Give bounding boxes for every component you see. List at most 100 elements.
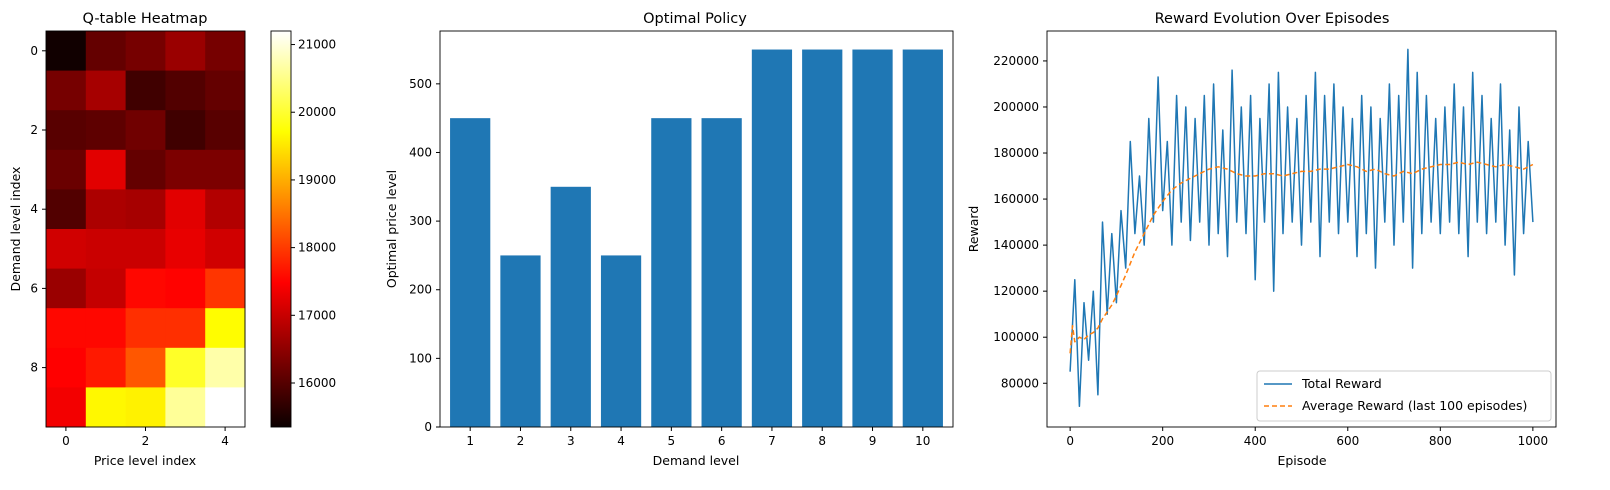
bar-panel: Optimal Policy 1 2 3 4 5 6 7 8 9 10 0 100 200 300 400…: [384, 11, 954, 468]
heatmap-y-tick-label: 2: [30, 123, 38, 137]
heatmap-cell-8-2: [125, 347, 166, 388]
colorbar-tick-label: 16000: [298, 376, 336, 390]
bar-2: [500, 255, 541, 427]
legend-label-average: Average Reward (last 100 episodes): [1302, 398, 1527, 413]
bar-x-axis-label: Demand level: [653, 453, 740, 468]
line-title: Reward Evolution Over Episodes: [1155, 11, 1390, 27]
heatmap-cell-0-2: [125, 31, 166, 72]
line-y-tick-label: 220000: [993, 54, 1039, 68]
bar-x-tick-label: 3: [567, 434, 575, 448]
bar-axes-frame: [439, 30, 954, 428]
heatmap-cell-0-4: [205, 31, 246, 72]
bar-3: [550, 186, 591, 427]
line-y-axis-label: Reward: [966, 206, 981, 253]
heatmap-cell-5-1: [85, 229, 127, 270]
heatmap-cell-4-0: [46, 189, 87, 230]
bar-x-tick-label: 2: [517, 434, 525, 448]
line-x-tick-label: 800: [1429, 434, 1452, 448]
heatmap-cell-1-4: [205, 70, 246, 111]
heatmap-cell-9-4: [205, 387, 246, 428]
line-x-tick-label: 200: [1151, 434, 1174, 448]
colorbar-tick-label: 19000: [298, 173, 336, 187]
line-x-axis-label: Episode: [1277, 453, 1326, 468]
heatmap-cell-4-1: [85, 189, 127, 230]
heatmap-cell-6-3: [165, 268, 206, 309]
line-series-group: [1069, 48, 1534, 408]
line-axes-frame: [1046, 30, 1557, 428]
heatmap-cell-1-0: [46, 70, 87, 111]
bar-y-axis-label: Optimal price level: [384, 170, 399, 288]
heatmap-cell-8-4: [205, 347, 246, 388]
heatmap-y-tick-label: 4: [30, 202, 38, 216]
bar-7: [751, 49, 793, 427]
heatmap-cell-5-0: [46, 229, 87, 270]
heatmap-cell-1-2: [125, 70, 166, 111]
bar-x-tick-label: 8: [818, 434, 826, 448]
line-y-tick-label: 140000: [993, 238, 1039, 252]
heatmap-cell-7-4: [205, 308, 246, 349]
heatmap-x-ticks: 0 2 4: [62, 427, 229, 448]
heatmap-cell-7-2: [125, 308, 166, 349]
heatmap-y-tick-label: 0: [30, 44, 38, 58]
heatmap-cell-4-2: [125, 189, 166, 230]
bar-y-tick-label: 400: [409, 145, 432, 159]
bar-y-tick-label: 200: [409, 283, 432, 297]
heatmap-x-tick-label: 0: [62, 434, 70, 448]
bar-series: [450, 49, 943, 427]
heatmap-cell-9-2: [125, 387, 166, 428]
heatmap-cell-2-4: [205, 110, 246, 151]
heatmap-cell-2-2: [125, 110, 166, 151]
bar-y-tick-label: 0: [424, 420, 432, 434]
heatmap-cell-7-0: [46, 308, 87, 349]
heatmap-x-tick-label: 4: [221, 434, 229, 448]
heatmap-cell-9-3: [165, 387, 206, 428]
bar-x-tick-label: 5: [668, 434, 676, 448]
heatmap-y-axis-label: Demand level index: [8, 167, 23, 292]
colorbar-tick-label: 20000: [298, 105, 336, 119]
heatmap-cell-5-2: [125, 229, 166, 270]
heatmap-cell-2-1: [85, 110, 127, 151]
heatmap-cell-5-3: [165, 229, 206, 270]
colorbar-tick-label: 21000: [298, 38, 336, 52]
heatmap-cell-3-0: [46, 149, 87, 190]
line-x-tick-label: 0: [1066, 434, 1074, 448]
line-y-tick-label: 180000: [993, 146, 1039, 160]
heatmap-x-tick-label: 2: [142, 434, 150, 448]
heatmap-cell-6-4: [205, 268, 246, 309]
heatmap-cell-6-2: [125, 268, 166, 309]
line-x-tick-label: 1000: [1518, 434, 1549, 448]
heatmap-title: Q-table Heatmap: [83, 11, 208, 27]
line-x-tick-label: 600: [1336, 434, 1359, 448]
legend-label-total: Total Reward: [1301, 376, 1382, 391]
bar-y-tick-label: 300: [409, 214, 432, 228]
heatmap-cell-2-3: [165, 110, 206, 151]
heatmap-cell-3-2: [125, 149, 166, 190]
heatmap-cell-7-3: [165, 308, 206, 349]
heatmap-cell-8-3: [165, 347, 206, 388]
bar-x-tick-label: 6: [718, 434, 726, 448]
bar-y-tick-label: 100: [409, 351, 432, 365]
colorbar-tick-label: 18000: [298, 241, 336, 255]
heatmap-cell-8-1: [85, 347, 127, 388]
heatmap-cell-6-0: [46, 268, 87, 309]
line-y-tick-label: 80000: [1001, 376, 1039, 390]
bar-title: Optimal Policy: [643, 11, 747, 27]
heatmap-x-axis-label: Price level index: [94, 453, 196, 468]
bar-10: [902, 49, 943, 427]
heatmap-cells: [46, 31, 246, 428]
colorbar-tick-label: 17000: [298, 308, 336, 322]
line-y-tick-label: 100000: [993, 330, 1039, 344]
line-y-tick-label: 160000: [993, 192, 1039, 206]
heatmap-cell-0-0: [46, 31, 87, 72]
bar-x-ticks: 1 2 3 4 5 6 7 8 9 10: [466, 427, 930, 448]
heatmap-panel: Q-table Heatmap 0 2 4 0 2 4 6 8 Price level in…: [8, 11, 246, 468]
line-x-tick-label: 400: [1244, 434, 1267, 448]
line-legend: Total Reward Average Reward (last 100 ep…: [1256, 370, 1552, 422]
bar-x-tick-label: 9: [869, 434, 877, 448]
bar-5: [651, 118, 692, 427]
bar-4: [600, 255, 642, 427]
colorbar-gradient: [270, 30, 292, 428]
bar-9: [852, 49, 893, 427]
heatmap-cell-4-4: [205, 189, 246, 230]
